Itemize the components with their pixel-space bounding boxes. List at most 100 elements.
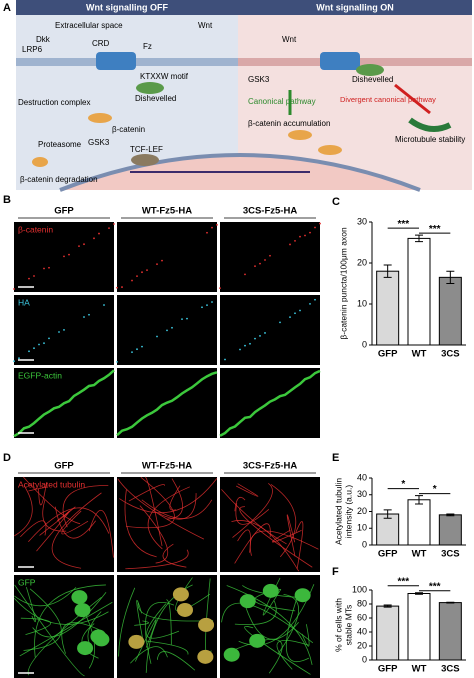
x-tick-label: 3CS — [441, 664, 459, 675]
neurite — [124, 489, 157, 558]
neurite — [286, 514, 296, 557]
cell-body — [198, 617, 215, 632]
puncta — [121, 286, 123, 288]
neurite — [146, 603, 180, 639]
neurite — [134, 620, 149, 626]
puncta — [294, 312, 296, 315]
neurite — [145, 476, 163, 546]
neurite — [141, 499, 213, 519]
neurite — [231, 638, 283, 674]
puncta — [299, 235, 301, 238]
puncta — [319, 222, 321, 225]
bar — [407, 499, 431, 546]
neurite — [128, 484, 165, 502]
y-tick-label: 20 — [357, 506, 367, 516]
cell-body — [77, 641, 94, 656]
neurite — [277, 594, 299, 655]
puncta — [68, 253, 70, 256]
puncta — [211, 301, 213, 303]
puncta — [304, 234, 306, 237]
sig-label: * — [401, 479, 405, 490]
y-tick-label: 10 — [357, 298, 367, 308]
receptor — [96, 52, 360, 70]
column-header: 3CS-Fz5-HA — [243, 206, 298, 217]
bar — [407, 593, 431, 661]
label: Dishevelled — [352, 75, 393, 84]
sig-label: *** — [397, 219, 409, 230]
neurite — [88, 510, 114, 558]
cell-body — [177, 602, 194, 617]
y-axis-label: % of cells with — [333, 598, 343, 652]
puncta — [136, 275, 138, 278]
panel-label: A — [3, 2, 11, 14]
neurite — [34, 584, 106, 658]
puncta — [254, 337, 256, 340]
cell-body — [172, 587, 189, 602]
neurite — [28, 507, 110, 543]
neurite — [39, 506, 76, 536]
header: Wnt signalling OFF — [86, 2, 168, 12]
cell-body — [74, 603, 91, 618]
x-tick-label: GFP — [378, 549, 398, 560]
micrograph — [117, 477, 217, 572]
puncta — [13, 360, 15, 363]
neurite — [130, 646, 168, 664]
axon — [116, 371, 218, 437]
y-tick-label: 30 — [357, 216, 367, 226]
puncta — [314, 298, 316, 301]
y-tick-label: 0 — [362, 539, 367, 549]
puncta — [43, 267, 45, 270]
label: TCF-LEF — [130, 145, 163, 154]
y-axis-label: stable MTs — [343, 605, 353, 646]
neurite — [234, 600, 277, 626]
column-header: WT-Fz5-HA — [142, 206, 192, 217]
y-tick-label: 30 — [357, 489, 367, 499]
y-tick-label: 40 — [357, 626, 367, 636]
neurite — [54, 506, 97, 539]
puncta — [259, 335, 261, 337]
y-axis-label: intensity (a.u.) — [343, 485, 353, 539]
puncta — [83, 316, 85, 318]
axon — [219, 369, 321, 437]
puncta — [58, 331, 60, 333]
puncta — [93, 237, 95, 240]
neurite — [235, 483, 259, 497]
y-tick-label: 20 — [357, 257, 367, 267]
error-bar — [446, 513, 455, 517]
microtubule — [408, 117, 452, 132]
x-tick-label: GFP — [378, 349, 398, 360]
puncta — [141, 345, 143, 348]
neurite — [38, 482, 47, 506]
error-bar — [415, 234, 423, 243]
puncta — [289, 243, 291, 246]
neurite — [234, 523, 271, 564]
header: Wnt signalling ON — [316, 2, 394, 12]
puncta — [264, 259, 266, 261]
bar — [407, 237, 431, 346]
label: β-catenin — [112, 125, 145, 134]
puncta — [294, 240, 296, 242]
column-header: GFP — [54, 206, 74, 217]
x-tick-label: 3CS — [441, 549, 459, 560]
neurite — [62, 485, 109, 528]
error-bar — [446, 601, 455, 604]
bar — [376, 270, 400, 346]
sig-label: *** — [429, 581, 441, 592]
sig-label: * — [433, 484, 437, 495]
neurite — [301, 624, 310, 647]
micrograph — [117, 222, 217, 292]
puncta — [244, 273, 246, 276]
puncta — [279, 321, 281, 324]
x-tick-label: GFP — [378, 664, 398, 675]
column-header: 3CS-Fz5-HA — [243, 461, 298, 472]
neurite — [147, 486, 190, 550]
puncta — [206, 304, 208, 307]
neurite — [126, 477, 175, 529]
neurite — [234, 496, 246, 512]
neurite — [28, 487, 48, 492]
y-tick-label: 40 — [357, 472, 367, 482]
puncta — [28, 350, 30, 353]
sig-label: *** — [429, 224, 441, 235]
neurite — [226, 585, 313, 665]
